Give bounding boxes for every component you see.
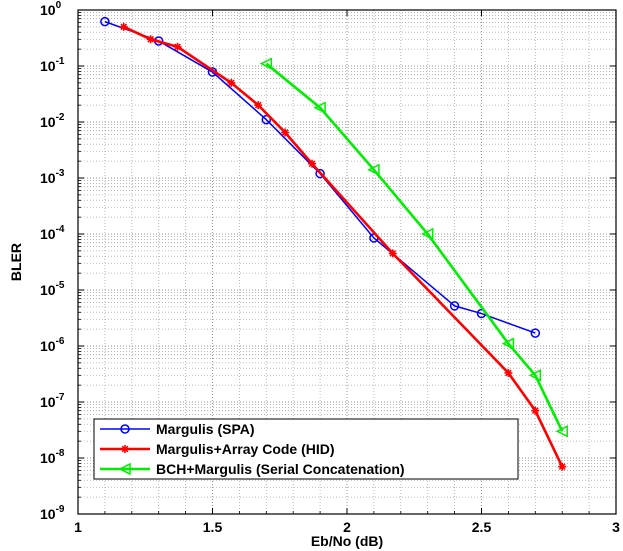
data-point bbox=[118, 462, 131, 476]
data-point bbox=[120, 424, 130, 434]
legend-entry: Margulis (SPA) bbox=[100, 421, 255, 437]
y-tick-label: 100 bbox=[40, 0, 62, 18]
x-tick-label: 3 bbox=[612, 519, 620, 535]
legend-label: BCH+Margulis (Serial Concatenation) bbox=[156, 461, 405, 477]
legend-box bbox=[93, 418, 519, 480]
data-point bbox=[388, 249, 397, 258]
y-tick-label: 10-3 bbox=[40, 168, 65, 186]
y-tick-label: 10-8 bbox=[40, 448, 65, 466]
y-tick-label: 10-6 bbox=[40, 336, 65, 354]
x-tick-label: 2 bbox=[343, 519, 351, 535]
series-margulis-array-code-hid- bbox=[119, 22, 567, 471]
data-point bbox=[281, 128, 290, 137]
data-point bbox=[227, 78, 236, 87]
y-tick-label: 10-2 bbox=[40, 112, 65, 130]
data-point bbox=[313, 101, 326, 114]
data-point bbox=[259, 57, 273, 70]
data-point bbox=[558, 462, 567, 471]
legend: Margulis (SPA) Margulis+Array Code (HID) B… bbox=[93, 418, 519, 480]
data-point bbox=[421, 227, 434, 241]
data-point bbox=[531, 406, 540, 415]
legend-entry: Margulis+Array Code (HID) bbox=[100, 441, 335, 457]
y-tick-label: 10-7 bbox=[40, 392, 65, 410]
data-point bbox=[100, 16, 110, 27]
data-point bbox=[121, 445, 129, 453]
data-point bbox=[530, 328, 541, 338]
x-axis-label: Eb/No (dB) bbox=[311, 533, 383, 549]
y-tick-label: 10-9 bbox=[40, 504, 65, 522]
y-tick-label: 10-1 bbox=[40, 56, 65, 74]
data-point bbox=[261, 114, 272, 125]
series-bch-margulis-serial-concatenation- bbox=[259, 57, 568, 438]
data-point bbox=[146, 35, 155, 44]
data-point bbox=[504, 368, 513, 377]
data-point bbox=[308, 159, 317, 168]
data-point bbox=[119, 22, 128, 31]
data-point bbox=[173, 42, 182, 51]
legend-label: Margulis+Array Code (HID) bbox=[156, 441, 335, 457]
data-point bbox=[254, 101, 263, 110]
x-tick-label: 1.5 bbox=[203, 519, 223, 535]
data-point bbox=[555, 425, 568, 438]
y-tick-label: 10-4 bbox=[40, 224, 65, 242]
legend-entries: Margulis (SPA) Margulis+Array Code (HID) B… bbox=[100, 421, 405, 477]
x-tick-label: 1 bbox=[74, 519, 82, 535]
data-point bbox=[449, 301, 460, 311]
legend-label: Margulis (SPA) bbox=[156, 421, 255, 437]
data-point bbox=[315, 168, 325, 179]
legend-entry: BCH+Margulis (Serial Concatenation) bbox=[100, 461, 405, 477]
series-line bbox=[265, 62, 564, 432]
x-tick-label: 2.5 bbox=[472, 519, 492, 535]
axes: 1 1.5 2 2.5 3 100 10-1 10-2 10-3 10-4 10-5 10-6 10-7… bbox=[40, 0, 620, 535]
y-tick-label: 10-5 bbox=[40, 280, 65, 298]
data-point bbox=[528, 369, 542, 382]
data-point bbox=[367, 163, 380, 177]
y-axis-label: BLER bbox=[8, 243, 24, 281]
series-layer bbox=[100, 16, 568, 471]
data-point bbox=[501, 337, 515, 350]
